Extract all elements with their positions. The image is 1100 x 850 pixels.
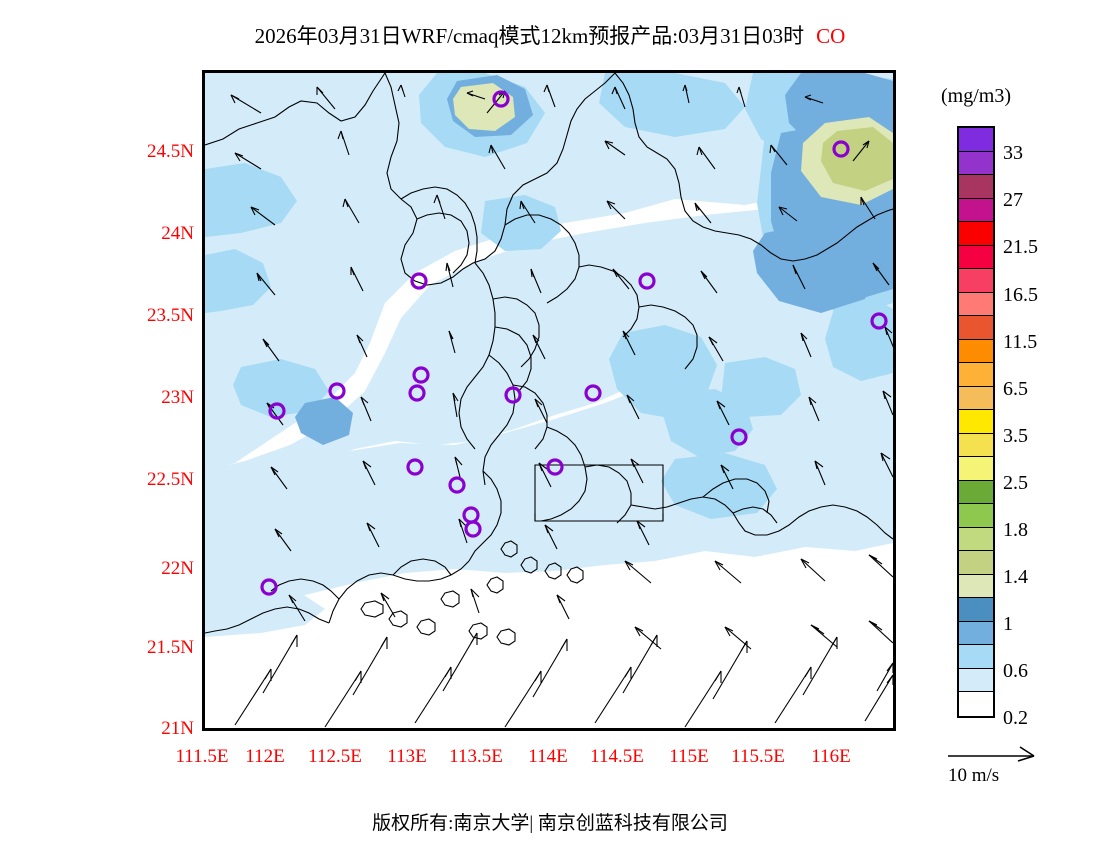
colorbar-band-20 xyxy=(959,598,993,622)
xtick-label-112E: 112E xyxy=(245,746,285,767)
map-canvas xyxy=(205,73,893,728)
ytick-label-23.5N: 23.5N xyxy=(147,305,194,326)
colorbar-band-19 xyxy=(959,574,993,599)
wind-scale-label: 10 m/s xyxy=(948,765,1000,786)
colorbar-band-15 xyxy=(959,480,993,505)
xtick-label-113E: 113E xyxy=(387,746,427,767)
xtick-label-115E: 115E xyxy=(669,746,709,767)
colorbar-label-6.5: 6.5 xyxy=(1003,378,1028,400)
map-plot-area[interactable] xyxy=(202,70,896,731)
page-title: 2026年03月31日WRF/cmaq模式12km预报产品:03月31日03时 C… xyxy=(0,20,1100,50)
colorbar-band-11 xyxy=(959,386,993,411)
colorbar-band-5 xyxy=(959,245,993,270)
colorbar-band-16 xyxy=(959,504,993,528)
colorbar-label-21.5: 21.5 xyxy=(1003,236,1038,258)
colorbar-label-33: 33 xyxy=(1003,142,1023,164)
colorbar-band-18 xyxy=(959,551,993,575)
xtick-label-115.5E: 115.5E xyxy=(731,746,785,767)
coastline-layer xyxy=(205,73,893,646)
ytick-label-21N: 21N xyxy=(161,718,194,739)
colorbar[interactable] xyxy=(957,126,995,718)
colorbar-band-14 xyxy=(959,457,993,481)
wind-vector-layer xyxy=(230,84,893,728)
xtick-label-113.5E: 113.5E xyxy=(449,746,503,767)
colorbar-band-22 xyxy=(959,645,993,669)
colorbar-label-1: 1 xyxy=(1003,613,1013,635)
colorbar-label-16.5: 16.5 xyxy=(1003,284,1038,306)
colorbar-label-2.5: 2.5 xyxy=(1003,472,1028,494)
colorbar-band-8 xyxy=(959,316,993,340)
right-arrow-icon xyxy=(948,746,1035,762)
ytick-label-23N: 23N xyxy=(161,387,194,408)
colorbar-band-9 xyxy=(959,339,993,364)
colorbar-band-3 xyxy=(959,198,993,223)
ytick-label-24N: 24N xyxy=(161,223,194,244)
station-marker-layer xyxy=(260,90,888,596)
ytick-label-21.5N: 21.5N xyxy=(147,637,194,658)
ytick-label-22.5N: 22.5N xyxy=(147,469,194,490)
ytick-label-22N: 22N xyxy=(161,558,194,579)
colorbar-label-1.4: 1.4 xyxy=(1003,566,1028,588)
xtick-label-112.5E: 112.5E xyxy=(308,746,362,767)
colorbar-label-0.2: 0.2 xyxy=(1003,707,1028,729)
title-main-text: 2026年03月31日WRF/cmaq模式12km预报产品:03月31日03时 xyxy=(254,24,805,48)
copyright-footer: 版权所有:南京大学| 南京创蓝科技有限公司 xyxy=(372,813,728,834)
colorbar-band-13 xyxy=(959,433,993,458)
colorbar-label-27: 27 xyxy=(1003,189,1023,211)
title-species-label: CO xyxy=(816,24,846,48)
colorbar-label-0.6: 0.6 xyxy=(1003,660,1028,682)
xtick-label-116E: 116E xyxy=(811,746,851,767)
colorbar-label-3.5: 3.5 xyxy=(1003,425,1028,447)
colorbar-label-11.5: 11.5 xyxy=(1003,331,1038,353)
colorbar-band-24 xyxy=(959,692,993,716)
colorbar-band-7 xyxy=(959,292,993,317)
xtick-label-114.5E: 114.5E xyxy=(590,746,644,767)
xtick-label-114E: 114E xyxy=(528,746,568,767)
colorbar-band-6 xyxy=(959,269,993,293)
colorbar-band-4 xyxy=(959,222,993,246)
xtick-label-111.5E: 111.5E xyxy=(175,746,229,767)
wind-scale-key: 10 m/s xyxy=(946,742,1066,786)
colorbar-unit-label: (mg/m3) xyxy=(941,85,1011,107)
ytick-label-24.5N: 24.5N xyxy=(147,141,194,162)
colorbar-band-10 xyxy=(959,363,993,387)
colorbar-band-12 xyxy=(959,410,993,434)
colorbar-band-21 xyxy=(959,621,993,646)
colorbar-band-23 xyxy=(959,668,993,693)
colorbar-band-17 xyxy=(959,527,993,552)
colorbar-band-0 xyxy=(959,128,993,152)
colorbar-label-1.8: 1.8 xyxy=(1003,519,1028,541)
colorbar-band-2 xyxy=(959,175,993,199)
colorbar-band-1 xyxy=(959,151,993,176)
